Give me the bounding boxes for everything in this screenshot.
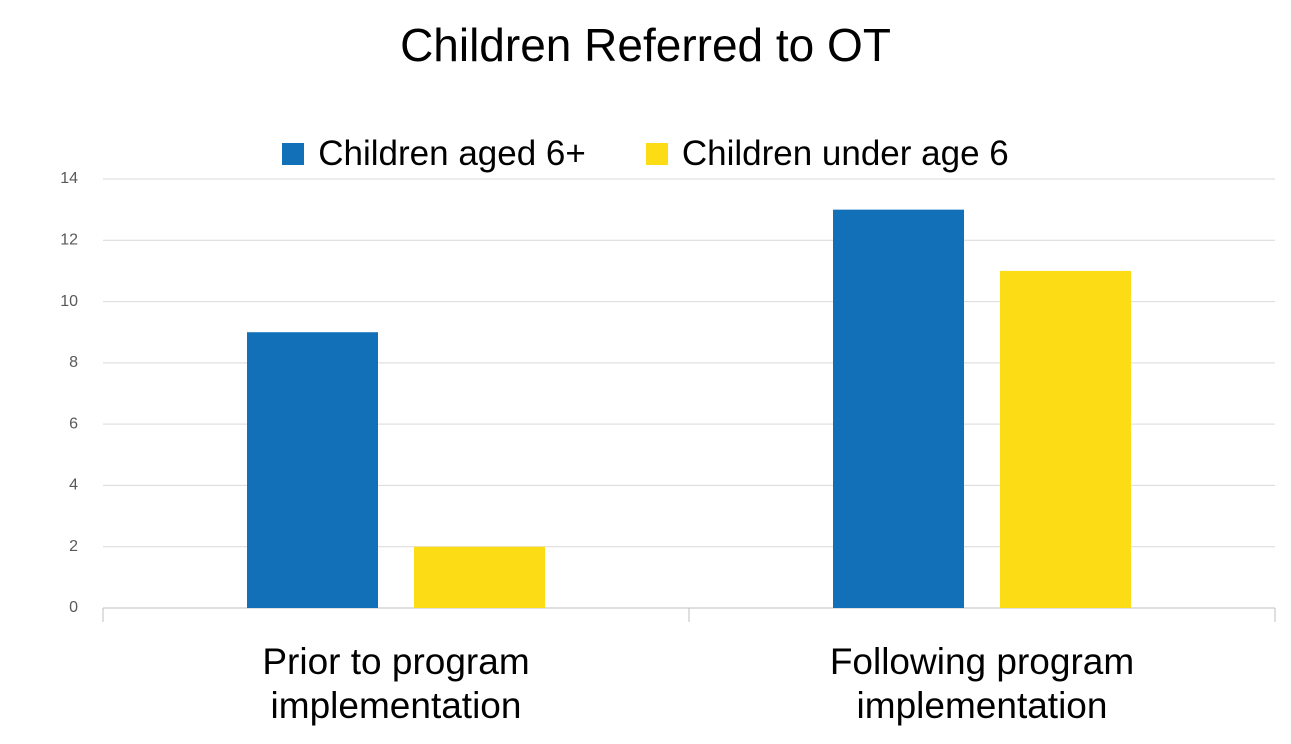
- legend-label: Children aged 6+: [318, 134, 586, 173]
- bar: [247, 332, 378, 608]
- x-tick-label: Following program implementation: [829, 641, 1135, 726]
- chart-title: Children Referred to OT: [400, 19, 891, 71]
- y-tick-label: 12: [60, 232, 78, 249]
- x-tick-label: Prior to program implementation: [262, 641, 530, 726]
- legend-item: Children under age 6: [645, 134, 1009, 174]
- y-tick-label: 14: [60, 170, 78, 187]
- legend-swatch: [282, 143, 305, 165]
- y-tick-label: 2: [69, 538, 78, 555]
- y-tick-label: 10: [60, 293, 78, 310]
- y-tick-label: 8: [69, 354, 78, 371]
- y-tick-label: 4: [69, 477, 78, 494]
- legend-item: Children aged 6+: [282, 134, 586, 174]
- bar: [833, 209, 964, 608]
- y-tick-label: 6: [69, 415, 78, 432]
- legend-swatch: [645, 143, 668, 165]
- legend-label: Children under age 6: [681, 134, 1009, 173]
- y-tick-label: 0: [69, 599, 78, 616]
- bar: [1000, 270, 1131, 608]
- bar: [414, 546, 545, 608]
- legend: Children aged 6+ Children under age 6: [0, 134, 1291, 174]
